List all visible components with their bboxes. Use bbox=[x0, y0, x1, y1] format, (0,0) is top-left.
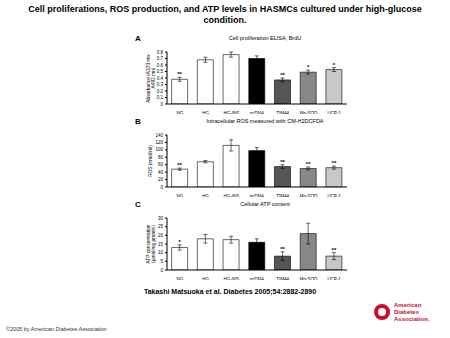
svg-text:0.6: 0.6 bbox=[157, 63, 164, 68]
svg-text:*: * bbox=[307, 64, 310, 70]
svg-text:*: * bbox=[333, 62, 336, 68]
svg-text:*: * bbox=[178, 239, 181, 245]
svg-text:15: 15 bbox=[158, 242, 164, 247]
svg-text:pcDNA: pcDNA bbox=[250, 277, 264, 280]
svg-text:0: 0 bbox=[160, 185, 163, 190]
html-text:ATP concentration (µmol/mg pro: ATP concentration (µmol/mg protein) bbox=[145, 224, 156, 264]
html-text:American Diabetes Association.: American Diabetes Association. bbox=[394, 302, 430, 322]
svg-text:20: 20 bbox=[158, 233, 164, 238]
svg-text:0.5: 0.5 bbox=[157, 69, 164, 74]
svg-text:UCP-1: UCP-1 bbox=[327, 194, 341, 197]
svg-text:Mn-SOD: Mn-SOD bbox=[300, 111, 318, 114]
svg-text:0.4: 0.4 bbox=[157, 76, 164, 81]
svg-text:80: 80 bbox=[158, 155, 164, 160]
svg-text:TIM44: TIM44 bbox=[276, 194, 289, 197]
svg-text:25: 25 bbox=[158, 224, 164, 229]
svg-text:0.2: 0.2 bbox=[157, 89, 164, 94]
svg-text:10: 10 bbox=[158, 250, 164, 255]
svg-text:HG-INS: HG-INS bbox=[223, 111, 239, 114]
svg-text:0.3: 0.3 bbox=[157, 82, 164, 87]
svg-text:HG-INS: HG-INS bbox=[223, 194, 239, 197]
svg-text:60: 60 bbox=[158, 162, 164, 167]
svg-text:0.1: 0.1 bbox=[157, 95, 164, 100]
svg-text:NG: NG bbox=[176, 277, 183, 280]
svg-text:HG-INS: HG-INS bbox=[223, 277, 239, 280]
svg-text:140: 140 bbox=[155, 133, 163, 138]
html-text:A: A bbox=[135, 34, 141, 43]
svg-text:20: 20 bbox=[158, 177, 164, 182]
html-text:Intracellular ROS measured wit: Intracellular ROS measured with CM-H2DCF… bbox=[206, 118, 324, 124]
svg-text:40: 40 bbox=[158, 170, 164, 175]
svg-text:Mn-SOD: Mn-SOD bbox=[300, 277, 318, 280]
svg-text:NG: NG bbox=[176, 194, 183, 197]
html-text:B: B bbox=[135, 117, 141, 126]
svg-text:Mn-SOD: Mn-SOD bbox=[300, 194, 318, 197]
svg-text:**: ** bbox=[332, 160, 337, 166]
html-text:Cell proliferation ELISA, BrdU: Cell proliferation ELISA, BrdU bbox=[228, 35, 302, 41]
svg-text:**: ** bbox=[306, 161, 311, 167]
svg-text:HG: HG bbox=[202, 277, 209, 280]
svg-text:TIM44: TIM44 bbox=[276, 277, 289, 280]
svg-text:**: ** bbox=[177, 71, 182, 77]
svg-text:**: ** bbox=[280, 246, 285, 252]
svg-text:pcDNA: pcDNA bbox=[250, 111, 264, 114]
html-text:Cell proliferations, ROS produ: Cell proliferations, ROS production, and… bbox=[28, 4, 422, 25]
html-text:Cellular ATP content: Cellular ATP content bbox=[240, 201, 290, 207]
svg-text:**: ** bbox=[332, 247, 337, 253]
svg-text:30: 30 bbox=[158, 216, 164, 221]
svg-text:UCP-1: UCP-1 bbox=[327, 111, 341, 114]
html-text:©2005 by American Diabetes Ass: ©2005 by American Diabetes Association bbox=[6, 326, 107, 332]
svg-text:5: 5 bbox=[160, 259, 163, 264]
svg-text:100: 100 bbox=[155, 147, 163, 152]
svg-text:120: 120 bbox=[155, 140, 163, 145]
svg-text:0.7: 0.7 bbox=[157, 56, 164, 61]
svg-text:UCP-1: UCP-1 bbox=[327, 277, 341, 280]
svg-text:NG: NG bbox=[176, 111, 183, 114]
svg-text:TIM44: TIM44 bbox=[276, 111, 289, 114]
html-text:Takashi Matsuoka et al. Diabet: Takashi Matsuoka et al. Diabetes 2005;54… bbox=[143, 288, 317, 295]
svg-text:0.8: 0.8 bbox=[157, 50, 164, 55]
svg-text:pcDNA: pcDNA bbox=[250, 194, 264, 197]
html-text:Absorbance (A370 nm-A492 nm): Absorbance (A370 nm-A492 nm) bbox=[145, 53, 156, 103]
html-text:ROS (nmol/ml): ROS (nmol/ml) bbox=[148, 145, 154, 177]
svg-text:0: 0 bbox=[160, 268, 163, 273]
svg-text:**: ** bbox=[177, 162, 182, 168]
svg-text:**: ** bbox=[280, 159, 285, 165]
html-text:C: C bbox=[135, 200, 141, 209]
svg-text:**: ** bbox=[280, 72, 285, 78]
svg-text:0: 0 bbox=[160, 102, 163, 107]
svg-text:HG: HG bbox=[202, 111, 209, 114]
svg-text:HG: HG bbox=[202, 194, 209, 197]
